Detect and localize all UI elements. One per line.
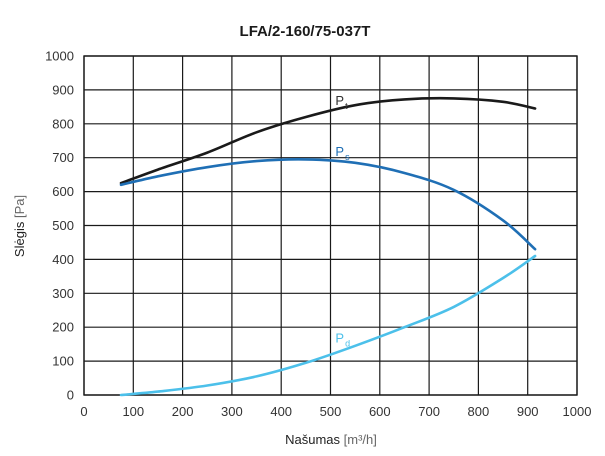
x-tick-label: 200 bbox=[172, 404, 194, 419]
series-label-pt: Pt bbox=[335, 93, 348, 111]
y-tick-label: 100 bbox=[52, 354, 74, 369]
series-label-name: P bbox=[335, 93, 344, 108]
x-tick-label: 600 bbox=[369, 404, 391, 419]
x-tick-label: 800 bbox=[468, 404, 490, 419]
x-tick-label: 900 bbox=[517, 404, 539, 419]
series-label-ps: Ps bbox=[335, 144, 350, 162]
x-tick-label: 700 bbox=[418, 404, 440, 419]
series-line-ps bbox=[119, 158, 537, 251]
y-tick-label: 1000 bbox=[45, 49, 74, 64]
chart-title: LFA/2-160/75-037T bbox=[240, 23, 371, 40]
series-label-subscript: s bbox=[345, 152, 350, 162]
y-tick-label: 900 bbox=[52, 82, 74, 97]
y-tick-label: 800 bbox=[52, 116, 74, 131]
x-tick-label: 100 bbox=[122, 404, 144, 419]
x-axis-label: Našumas [m³/h] bbox=[285, 432, 377, 447]
series-label-subscript: d bbox=[345, 338, 350, 348]
x-tick-label: 500 bbox=[320, 404, 342, 419]
series-lines bbox=[119, 96, 537, 397]
y-tick-label: 600 bbox=[52, 184, 74, 199]
y-tick-label: 0 bbox=[67, 388, 74, 403]
x-axis-unit: [m³/h] bbox=[344, 432, 377, 447]
y-tick-label: 400 bbox=[52, 252, 74, 267]
series-label-subscript: t bbox=[345, 101, 348, 111]
x-tick-label: 0 bbox=[80, 404, 87, 419]
y-tick-label: 700 bbox=[52, 150, 74, 165]
y-axis-label-text: Slėgis bbox=[12, 221, 27, 257]
y-tick-label: 200 bbox=[52, 320, 74, 335]
x-tick-label: 300 bbox=[221, 404, 243, 419]
y-axis-unit: [Pa] bbox=[12, 195, 27, 218]
y-tick-labels: 0 100 200 300 400 500 600 700 800 900 1000 bbox=[45, 49, 74, 403]
series-line-pd bbox=[119, 254, 537, 397]
x-tick-labels: 0 100 200 300 400 500 600 700 800 900 1000 bbox=[80, 404, 591, 419]
series-label-pd: Pd bbox=[335, 330, 350, 348]
series-label-name: P bbox=[335, 330, 344, 345]
y-axis-label: Slėgis [Pa] bbox=[12, 195, 27, 257]
x-tick-label: 400 bbox=[270, 404, 292, 419]
series-line-pt bbox=[119, 96, 537, 185]
series-label-name: P bbox=[335, 144, 344, 159]
y-tick-label: 500 bbox=[52, 218, 74, 233]
x-tick-label: 1000 bbox=[563, 404, 592, 419]
y-tick-label: 300 bbox=[52, 286, 74, 301]
x-axis-label-text: Našumas bbox=[285, 432, 340, 447]
chart-grid bbox=[83, 55, 578, 396]
